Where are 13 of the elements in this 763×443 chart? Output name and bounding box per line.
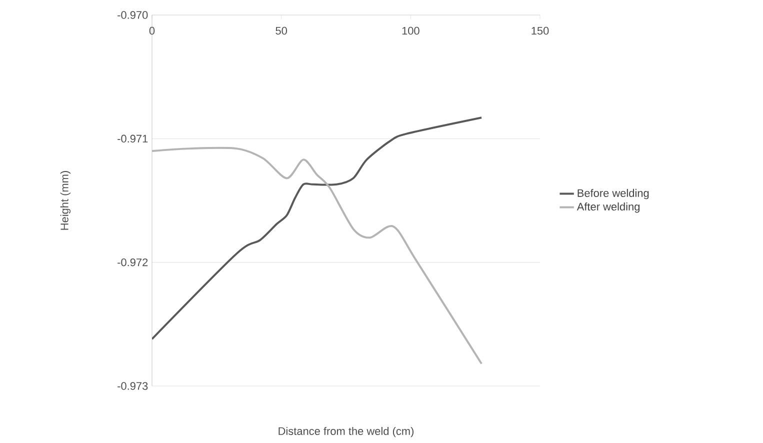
x-tick-label: 0 xyxy=(149,26,155,35)
x-tick-label: 100 xyxy=(402,26,420,35)
x-tick-label: 50 xyxy=(276,26,287,35)
y-tick-label: -0.972 xyxy=(118,258,148,266)
legend-label: Before welding xyxy=(578,188,649,200)
x-tick-label: 150 xyxy=(532,26,549,35)
line-series xyxy=(152,116,483,340)
x-axis-title: Distance from the weld (cm) xyxy=(278,426,414,438)
y-axis-title: Height (mm) xyxy=(60,171,71,230)
legend-label: After welding xyxy=(576,202,640,213)
y-tick-label: -0.971 xyxy=(118,134,148,143)
y-tick-label: -0.970 xyxy=(118,11,148,19)
y-tick-label: -0.973 xyxy=(118,382,148,390)
